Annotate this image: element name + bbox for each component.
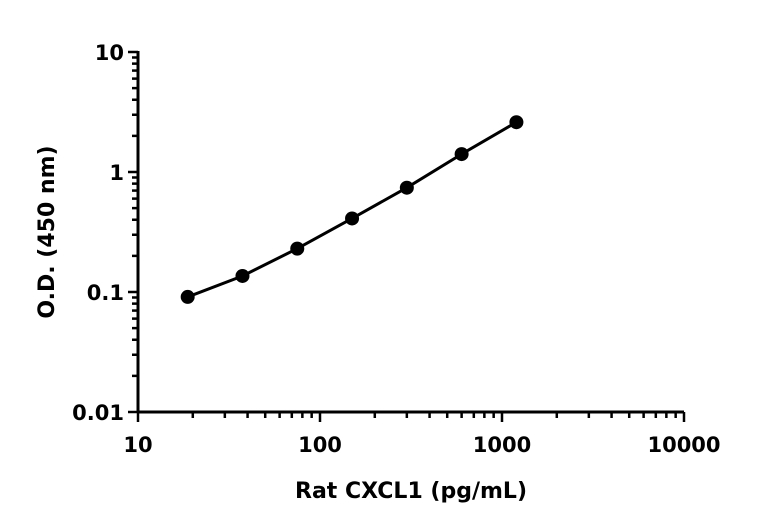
y-axis-title: O.D. (450 nm) <box>35 145 60 318</box>
fit-curve <box>187 120 518 299</box>
data-point <box>180 289 195 304</box>
y-tick-label: 0.1 <box>87 281 124 305</box>
data-point <box>509 115 524 130</box>
data-point <box>235 268 250 283</box>
x-tick-label: 10 <box>123 433 152 457</box>
data-point <box>345 211 360 226</box>
y-tick-label: 1 <box>109 161 124 185</box>
y-tick-label: 0.01 <box>72 401 124 425</box>
data-point <box>290 241 305 256</box>
data-point <box>399 180 414 195</box>
x-tick-label: 1000 <box>473 433 531 457</box>
data-series <box>180 115 524 304</box>
data-point <box>454 147 469 162</box>
x-tick-label: 10000 <box>647 433 720 457</box>
x-tick-label: 100 <box>298 433 342 457</box>
y-tick-label: 10 <box>95 41 124 65</box>
x-axis-title: Rat CXCL1 (pg/mL) <box>295 479 527 504</box>
axes: 10 100 1000 10000 0.01 0.1 1 10 <box>72 41 720 457</box>
